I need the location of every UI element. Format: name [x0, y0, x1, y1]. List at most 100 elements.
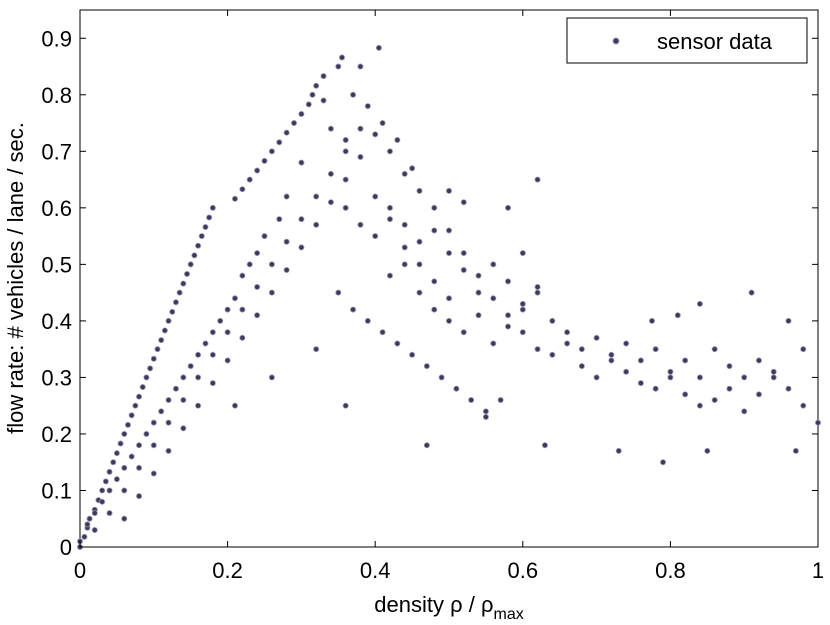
data-point [431, 227, 438, 234]
data-point [375, 44, 382, 51]
data-point [785, 385, 792, 392]
data-point [379, 120, 386, 127]
data-point [320, 73, 327, 80]
data-point [431, 278, 438, 285]
data-point [187, 261, 194, 268]
data-point [99, 487, 106, 494]
data-point [800, 346, 807, 353]
data-point [335, 63, 342, 70]
data-point [283, 193, 290, 200]
data-point [386, 204, 393, 211]
data-point [357, 153, 364, 160]
data-point [180, 280, 187, 287]
data-point [187, 363, 194, 370]
data-point [117, 440, 124, 447]
data-point [623, 340, 630, 347]
data-point [445, 317, 452, 324]
data-point [608, 357, 615, 364]
data-point [224, 329, 231, 336]
data-point [338, 54, 345, 61]
data-point [298, 216, 305, 223]
data-point [139, 384, 146, 391]
data-point [150, 442, 157, 449]
data-point [313, 346, 320, 353]
data-point [652, 385, 659, 392]
data-point [460, 199, 467, 206]
data-point [652, 346, 659, 353]
data-point [158, 408, 165, 415]
legend: sensor data [566, 17, 808, 64]
data-point [113, 476, 120, 483]
data-point [505, 323, 512, 330]
data-point [184, 270, 191, 277]
data-point [169, 308, 176, 315]
data-point [143, 430, 150, 437]
data-point [815, 419, 822, 426]
data-point [549, 351, 556, 358]
data-point [615, 447, 622, 454]
data-point [482, 413, 489, 420]
y-axis-ticks: 0 0.1 0.2 0.3 0.4 0.5 0.6 0.7 0.8 0.9 [41, 26, 818, 560]
data-point [696, 300, 703, 307]
data-point [276, 216, 283, 223]
data-point [519, 329, 526, 336]
data-point [416, 261, 423, 268]
data-point [224, 306, 231, 313]
data-point [505, 204, 512, 211]
data-point [401, 261, 408, 268]
data-point [357, 221, 364, 228]
data-point [696, 402, 703, 409]
data-point [231, 402, 238, 409]
data-point [792, 447, 799, 454]
data-point [453, 385, 460, 392]
legend-label: sensor data [657, 29, 773, 54]
data-point [438, 374, 445, 381]
data-point [460, 250, 467, 257]
data-point [519, 306, 526, 313]
data-point [327, 125, 334, 132]
data-point [394, 137, 401, 144]
data-point [637, 380, 644, 387]
data-point [239, 272, 246, 279]
y-axis-label: flow rate: # vehicles / lane / sec. [3, 122, 28, 434]
data-point [667, 368, 674, 375]
data-point [254, 250, 261, 257]
y-tick-label: 0.6 [41, 196, 72, 221]
data-point [342, 148, 349, 155]
data-point [593, 334, 600, 341]
data-point [209, 329, 216, 336]
data-point [283, 238, 290, 245]
data-point [350, 91, 357, 98]
data-point [158, 337, 165, 344]
data-point [102, 478, 109, 485]
data-point [564, 329, 571, 336]
data-point [195, 351, 202, 358]
data-point [198, 233, 205, 240]
data-point [364, 103, 371, 110]
data-point [121, 515, 128, 522]
data-point [327, 170, 334, 177]
data-point [209, 204, 216, 211]
data-point [748, 289, 755, 296]
data-point [578, 346, 585, 353]
data-point [696, 374, 703, 381]
data-point [298, 159, 305, 166]
data-point [180, 397, 187, 404]
data-point [394, 340, 401, 347]
x-tick-label: 1 [812, 558, 824, 583]
data-point [268, 289, 275, 296]
data-point [128, 453, 135, 460]
data-point [91, 510, 98, 517]
data-point [468, 397, 475, 404]
data-point [150, 355, 157, 362]
data-point [165, 317, 172, 324]
y-tick-label: 0.5 [41, 252, 72, 277]
x-axis-label-rho2: ρ [481, 592, 494, 617]
data-point [165, 447, 172, 454]
data-point [239, 186, 246, 193]
data-point [209, 380, 216, 387]
data-point [386, 272, 393, 279]
data-point [490, 261, 497, 268]
data-point [386, 216, 393, 223]
data-point [298, 111, 305, 118]
